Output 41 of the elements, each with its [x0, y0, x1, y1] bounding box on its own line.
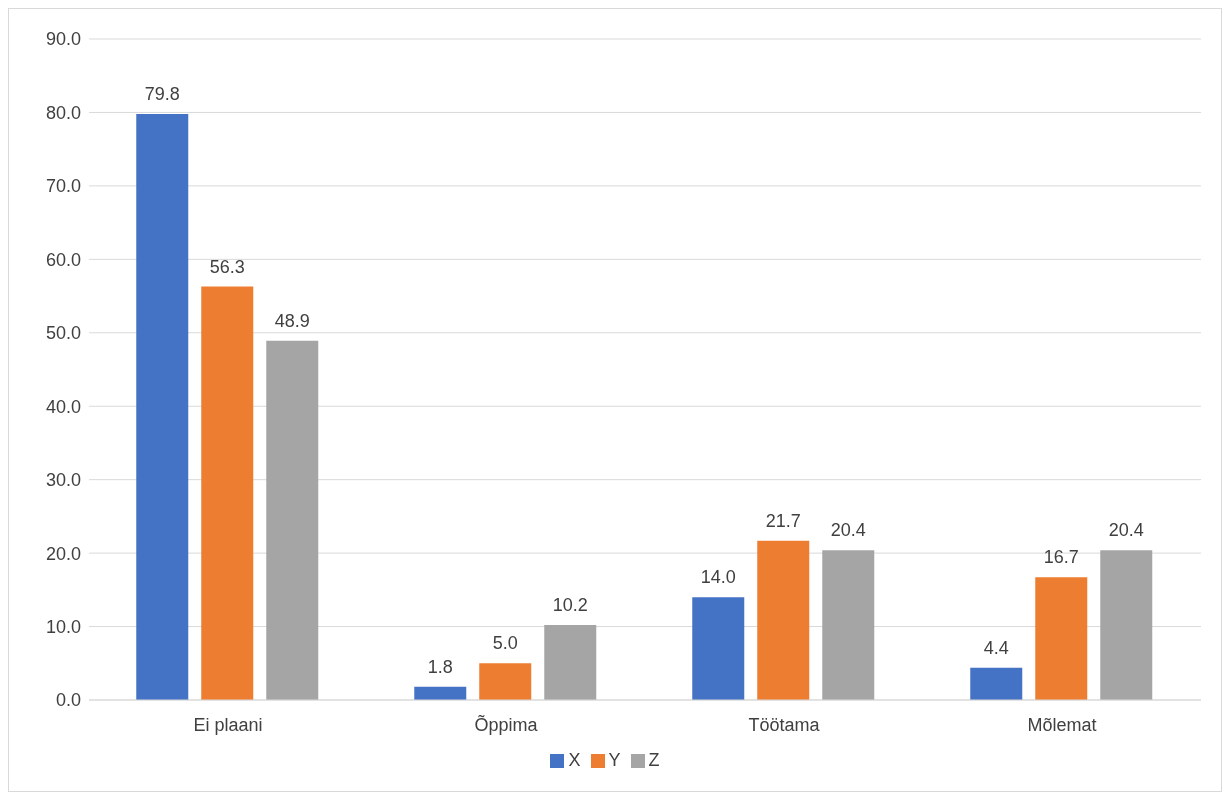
y-tick-label: 80.0 [45, 102, 81, 123]
bar [136, 113, 189, 700]
data-label: 4.4 [983, 637, 1009, 658]
bar [822, 550, 875, 700]
bar [414, 686, 467, 700]
bar [479, 663, 532, 700]
bar [1100, 550, 1153, 700]
data-label: 48.9 [274, 310, 310, 331]
y-tick-label: 10.0 [45, 616, 81, 637]
data-label: 20.4 [1108, 520, 1144, 541]
y-tick-label: 20.0 [45, 543, 81, 564]
bar [692, 597, 745, 700]
y-tick-label: 70.0 [45, 176, 81, 197]
data-label: 16.7 [1043, 547, 1079, 568]
x-tick-label: Töötama [748, 714, 821, 735]
bar [757, 540, 810, 700]
bar [544, 625, 597, 700]
data-label: 10.2 [552, 595, 588, 616]
x-tick-label: Ei plaani [193, 714, 263, 735]
bar [266, 340, 319, 700]
y-tick-label: 40.0 [45, 396, 81, 417]
legend-label: X [568, 750, 581, 770]
y-tick-label: 50.0 [45, 323, 81, 344]
data-label: 14.0 [700, 567, 736, 588]
y-tick-label: 30.0 [45, 470, 81, 491]
bar [1035, 577, 1088, 700]
x-tick-label: Mõlemat [1027, 714, 1097, 735]
y-tick-label: 60.0 [45, 249, 81, 270]
data-label: 56.3 [209, 256, 245, 277]
bar [970, 667, 1023, 700]
data-label: 20.4 [830, 520, 866, 541]
y-tick-label: 90.0 [45, 29, 81, 50]
data-label: 5.0 [492, 633, 518, 654]
legend-label: Y [608, 750, 621, 770]
data-label: 21.7 [765, 510, 801, 531]
x-tick-label: Õppima [474, 713, 539, 735]
legend-label: Z [648, 750, 660, 770]
y-tick-label: 0.0 [55, 690, 81, 711]
data-label: 79.8 [144, 83, 180, 104]
data-label: 1.8 [427, 656, 453, 677]
bar [201, 286, 254, 700]
